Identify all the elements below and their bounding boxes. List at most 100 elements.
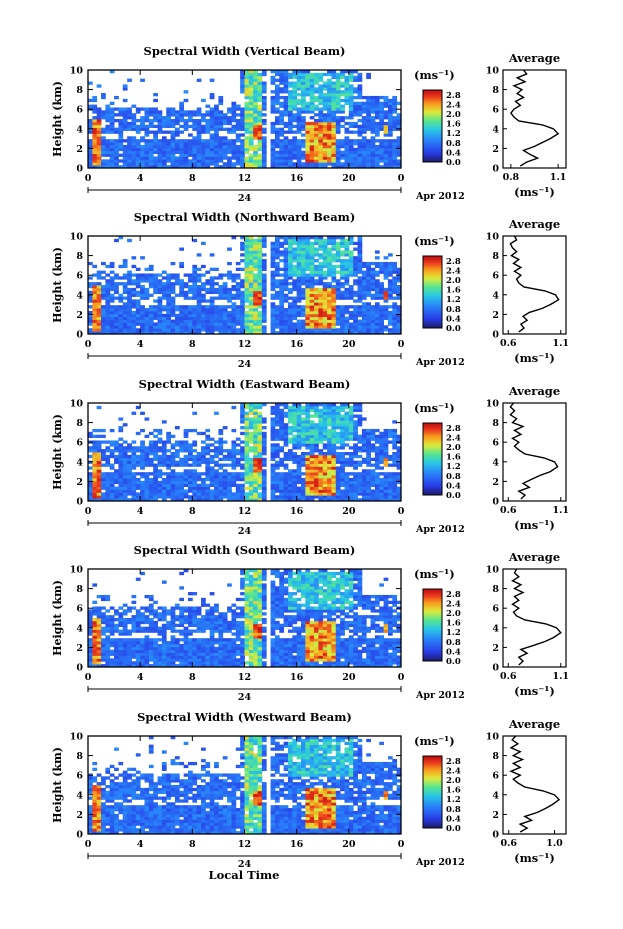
heatmap-cell xyxy=(127,107,132,111)
heatmap-cell xyxy=(327,107,332,111)
heatmap-cell xyxy=(253,107,258,111)
heatmap-cell xyxy=(331,95,337,100)
heatmap-cell xyxy=(331,434,337,438)
heatmap-cell xyxy=(227,162,232,166)
heatmap-cell xyxy=(387,116,393,120)
heatmap-cell xyxy=(201,322,206,326)
heatmap-cell xyxy=(335,139,341,143)
heatmap-cell xyxy=(122,153,128,157)
heatmap-cell xyxy=(231,144,237,149)
heatmap-cell xyxy=(314,156,319,160)
heatmap-cell xyxy=(253,165,258,169)
heatmap-cell xyxy=(383,144,389,149)
heatmap-cell xyxy=(231,443,237,447)
heatmap-cell xyxy=(253,241,258,246)
heatmap-cell xyxy=(383,147,389,152)
heatmap-cell xyxy=(353,486,358,490)
heatmap-cell xyxy=(209,113,215,117)
colorbar-tick-label: 0.4 xyxy=(446,314,461,324)
heatmap-cell xyxy=(187,457,193,462)
heatmap-cell xyxy=(253,273,258,277)
heatmap-cell xyxy=(205,299,211,303)
heatmap-cell xyxy=(244,319,250,323)
heatmap-cell xyxy=(109,483,115,487)
colorbar-step xyxy=(423,290,442,293)
heatmap-cell xyxy=(270,319,276,323)
heatmap-cell xyxy=(144,124,150,129)
heatmap-cell xyxy=(274,486,280,490)
heatmap-cell xyxy=(327,127,332,131)
heatmap-cell xyxy=(101,428,106,433)
heatmap-cell xyxy=(105,113,111,117)
heatmap-cell xyxy=(240,310,245,315)
heatmap-cell xyxy=(327,454,332,459)
heatmap-cell xyxy=(140,498,145,502)
heatmap-cell xyxy=(209,285,215,289)
heatmap-cell xyxy=(205,328,211,332)
heatmap-cell xyxy=(140,475,145,479)
heatmap-cell xyxy=(274,156,280,160)
heatmap-cell xyxy=(309,165,315,169)
heatmap-cell xyxy=(322,322,328,326)
heatmap-cell xyxy=(353,313,358,318)
heatmap-cell xyxy=(331,313,337,318)
heatmap-cell xyxy=(327,483,332,487)
heatmap-cell xyxy=(331,139,337,143)
heatmap-cell xyxy=(392,104,398,108)
heatmap-cell xyxy=(283,101,289,105)
heatmap-cell xyxy=(201,162,206,166)
heatmap-cell xyxy=(92,264,98,269)
heatmap-cell xyxy=(357,308,363,312)
heatmap-cell xyxy=(218,472,224,476)
heatmap-cell xyxy=(283,486,289,490)
heatmap-cell xyxy=(96,446,102,450)
heatmap-cell xyxy=(166,139,171,143)
heatmap-cell xyxy=(218,285,224,289)
colorbar-step xyxy=(423,300,442,303)
heatmap-cell xyxy=(148,113,154,117)
heatmap-cell xyxy=(301,310,306,315)
heatmap-cell xyxy=(235,316,241,320)
heatmap-cell xyxy=(331,310,337,315)
heatmap-cell xyxy=(292,142,298,146)
heatmap-cell xyxy=(248,405,254,410)
heatmap-cell xyxy=(327,87,332,91)
colorbar-step xyxy=(423,316,442,319)
heatmap-cell xyxy=(396,119,402,123)
heatmap-cell xyxy=(274,273,280,277)
y-tick-label: 4 xyxy=(76,124,83,135)
heatmap-cell xyxy=(214,150,219,154)
heatmap-cell xyxy=(279,279,285,283)
heatmap-cell xyxy=(292,299,298,303)
heatmap-cell xyxy=(309,296,315,300)
heatmap-cell xyxy=(244,236,250,240)
heatmap-cell xyxy=(353,293,358,297)
heatmap-cell xyxy=(374,162,380,166)
heatmap-cell xyxy=(318,486,324,490)
heatmap-cell xyxy=(283,498,289,502)
heatmap-cell xyxy=(344,156,350,160)
heatmap-cell xyxy=(253,480,258,485)
heatmap-cell xyxy=(270,469,276,473)
heatmap-cell xyxy=(353,466,358,470)
heatmap-cell xyxy=(357,90,363,94)
heatmap-cell xyxy=(157,305,163,309)
heatmap-cell xyxy=(314,153,319,157)
heatmap-cell xyxy=(344,472,350,476)
heatmap-cell xyxy=(231,165,237,169)
heatmap-cell xyxy=(344,486,350,490)
heatmap-cell xyxy=(244,492,250,496)
heatmap-cell xyxy=(283,144,289,149)
heatmap-cell xyxy=(109,328,115,332)
heatmap-cell xyxy=(309,75,315,80)
heatmap-cell xyxy=(218,116,224,120)
heatmap-cell xyxy=(322,316,328,320)
heatmap-cell xyxy=(270,244,276,248)
heatmap-cell xyxy=(370,310,376,315)
heatmap-cell xyxy=(366,95,371,100)
heatmap-cell xyxy=(361,428,367,433)
heatmap-cell xyxy=(314,313,319,318)
heatmap-cell xyxy=(257,313,263,318)
heatmap-cell xyxy=(296,147,302,152)
heatmap-cell xyxy=(153,489,158,493)
